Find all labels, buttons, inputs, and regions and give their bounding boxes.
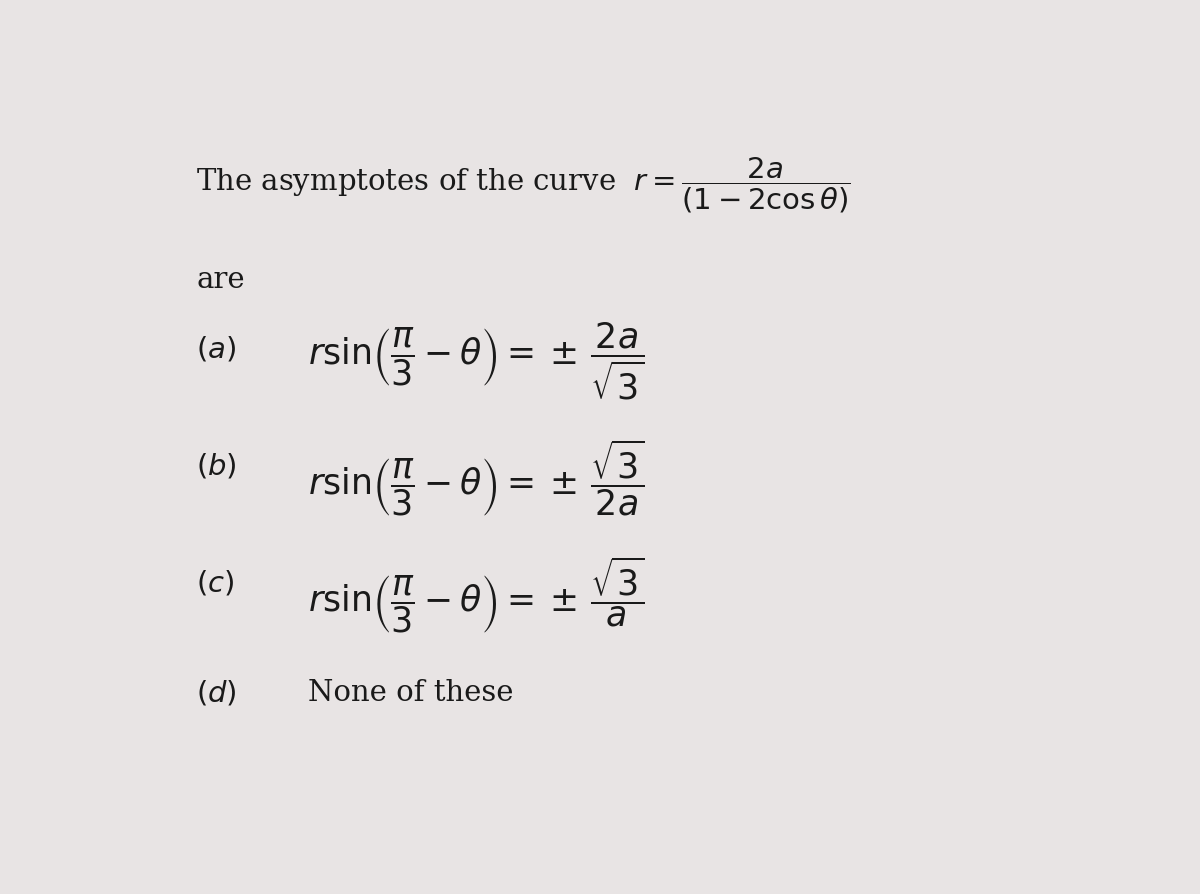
Text: The asymptotes of the curve  $r = \dfrac{2a}{(1 - 2\cos\theta)}$: The asymptotes of the curve $r = \dfrac{… — [197, 156, 851, 215]
Text: $(a)$: $(a)$ — [197, 334, 236, 364]
Text: $(b)$: $(b)$ — [197, 451, 238, 480]
Text: are: are — [197, 266, 245, 293]
Text: $r\sin\!\left(\dfrac{\pi}{3} - \theta\right) = \pm\,\dfrac{\sqrt{3}}{a}$: $r\sin\!\left(\dfrac{\pi}{3} - \theta\ri… — [308, 554, 644, 636]
Text: None of these: None of these — [308, 679, 514, 706]
Text: $r\sin\!\left(\dfrac{\pi}{3} - \theta\right) = \pm\,\dfrac{2a}{\sqrt{3}}$: $r\sin\!\left(\dfrac{\pi}{3} - \theta\ri… — [308, 321, 644, 402]
Text: $(c)$: $(c)$ — [197, 569, 235, 597]
Text: $(d)$: $(d)$ — [197, 679, 238, 708]
Text: $r\sin\!\left(\dfrac{\pi}{3} - \theta\right) = \pm\,\dfrac{\sqrt{3}}{2a}$: $r\sin\!\left(\dfrac{\pi}{3} - \theta\ri… — [308, 438, 644, 519]
